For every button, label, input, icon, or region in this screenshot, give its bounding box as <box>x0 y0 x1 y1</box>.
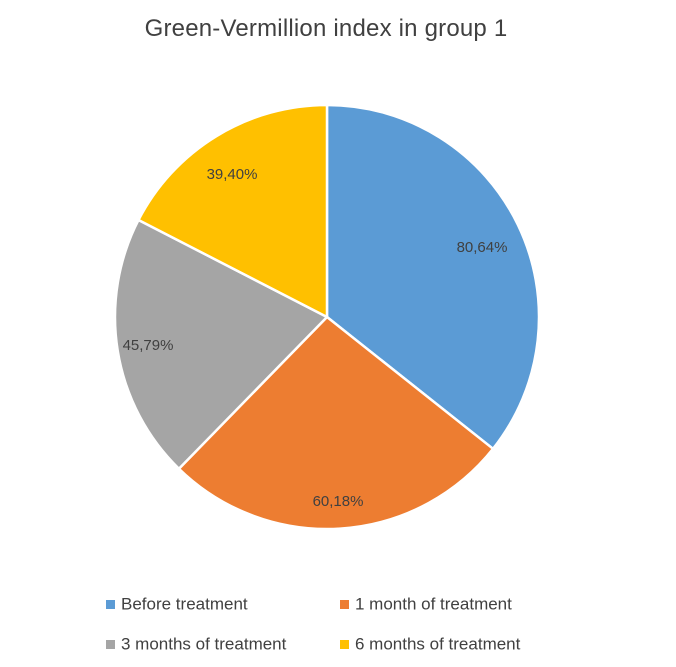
legend-label-2: 1 month of treatment <box>355 594 512 613</box>
legend-swatch-1 <box>106 600 115 609</box>
data-label-3: 45,79% <box>123 337 174 354</box>
data-label-4: 39,40% <box>207 166 258 183</box>
pie-data-labels: 80,64% 60,18% 45,79% 39,40% <box>123 166 508 510</box>
legend-item-1: Before treatment <box>106 594 248 613</box>
pie-slice-4 <box>137 103 329 319</box>
legend-swatch-3 <box>106 640 115 649</box>
pie-slice-2 <box>177 315 495 531</box>
legend-swatch-4 <box>340 640 349 649</box>
data-label-1: 80,64% <box>457 239 508 256</box>
legend-item-3: 3 months of treatment <box>106 634 287 653</box>
legend-label-1: Before treatment <box>121 594 248 613</box>
data-label-2: 60,18% <box>313 493 364 510</box>
pie-slice-1 <box>325 103 541 451</box>
chart-legend: Before treatment 1 month of treatment 3 mo… <box>106 594 521 653</box>
legend-label-3: 3 months of treatment <box>121 634 287 653</box>
legend-label-4: 6 months of treatment <box>355 634 521 653</box>
pie-slices <box>113 103 541 531</box>
pie-slice-3 <box>113 218 329 470</box>
legend-item-4: 6 months of treatment <box>340 634 521 653</box>
legend-item-2: 1 month of treatment <box>340 594 512 613</box>
chart-title: Green-Vermillion index in group 1 <box>145 15 508 42</box>
legend-swatch-2 <box>340 600 349 609</box>
